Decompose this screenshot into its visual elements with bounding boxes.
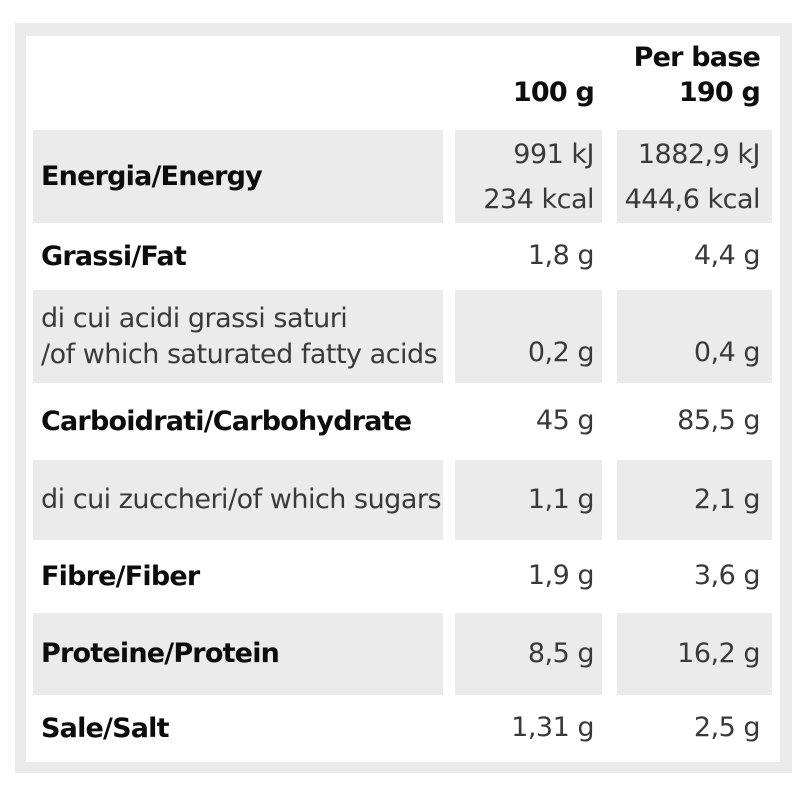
energy-kj-100g: 991 kJ	[513, 138, 594, 170]
table-row-protein: Proteine/Protein 8,5 g 16,2 g	[26, 613, 780, 695]
table-row-fiber: Fibre/Fiber 1,9 g 3,6 g	[26, 540, 780, 613]
nutrient-label: Proteine/Protein	[41, 638, 280, 670]
nutrient-label: Carboidrati/Carbohydrate	[41, 405, 412, 437]
sugars-per-base: 2,1 g	[693, 483, 761, 515]
value-per-base-cell: 2,1 g	[617, 460, 772, 540]
table-row-sugars: di cui zuccheri/of which sugars 1,1 g 2,…	[26, 460, 780, 540]
salt-per-base: 2,5 g	[693, 712, 761, 744]
nutrient-label: Sale/Salt	[41, 712, 170, 744]
value-per-base-cell: 2,5 g	[617, 695, 772, 762]
column-header-per-base: Per base 190 g	[617, 36, 772, 130]
energy-kcal-per-base: 444,6 kcal	[624, 183, 761, 215]
table-row-fat: Grassi/Fat 1,8 g 4,4 g	[26, 223, 780, 290]
nutrient-label-cell: Energia/Energy	[33, 130, 443, 223]
value-100g-cell: 8,5 g	[455, 613, 602, 695]
fiber-100g: 1,9 g	[527, 560, 595, 592]
nutrition-table: 100 g Per base 190 g Energia/Energy 991 …	[26, 36, 780, 762]
saturated-per-base: 0,4 g	[693, 336, 761, 368]
table-row-energy: Energia/Energy 991 kJ 234 kcal 1882,9 kJ…	[26, 130, 780, 223]
nutrient-label: Fibre/Fiber	[41, 560, 200, 592]
fat-per-base: 4,4 g	[693, 240, 761, 272]
protein-per-base: 16,2 g	[677, 637, 760, 669]
column-header-100g-label: 100 g	[512, 77, 595, 108]
nutrient-label-cell: Sale/Salt	[33, 695, 443, 762]
protein-100g: 8,5 g	[527, 637, 595, 669]
energy-kcal-100g: 234 kcal	[483, 183, 594, 215]
nutrient-label: Grassi/Fat	[41, 240, 187, 272]
value-per-base-cell: 3,6 g	[617, 540, 772, 613]
value-per-base-cell: 85,5 g	[617, 383, 772, 460]
column-header-per-base-label: Per base 190 g	[633, 40, 761, 110]
value-100g-cell: 991 kJ 234 kcal	[455, 130, 602, 223]
value-per-base-cell: 4,4 g	[617, 223, 772, 290]
fat-100g: 1,8 g	[527, 240, 595, 272]
value-per-base-cell: 1882,9 kJ 444,6 kcal	[617, 130, 772, 223]
energy-kj-per-base: 1882,9 kJ	[637, 138, 761, 170]
value-per-base-cell: 16,2 g	[617, 613, 772, 695]
value-100g-cell: 1,9 g	[455, 540, 602, 613]
value-100g-cell: 0,2 g	[455, 290, 602, 383]
per-base-line2: 190 g	[678, 77, 761, 108]
value-100g-cell: 1,1 g	[455, 460, 602, 540]
nutrient-label-cell: Grassi/Fat	[33, 223, 443, 290]
carbohydrate-100g: 45 g	[535, 405, 595, 437]
saturated-100g: 0,2 g	[527, 336, 595, 368]
table-header-row: 100 g Per base 190 g	[26, 36, 780, 130]
header-empty-cell	[33, 36, 443, 130]
nutrient-label: Energia/Energy	[41, 160, 263, 192]
table-row-saturated-fat: di cui acidi grassi saturi /of which sat…	[26, 290, 780, 383]
per-base-line1: Per base	[633, 42, 761, 73]
nutrient-label-cell: Proteine/Protein	[33, 613, 443, 695]
nutrient-label-cell: di cui zuccheri/of which sugars	[33, 460, 443, 540]
nutrient-label: di cui acidi grassi saturi /of which sat…	[41, 301, 438, 373]
nutrition-table-frame: 100 g Per base 190 g Energia/Energy 991 …	[15, 23, 792, 773]
value-100g-cell: 1,31 g	[455, 695, 602, 762]
value-100g-cell: 1,8 g	[455, 223, 602, 290]
fiber-per-base: 3,6 g	[693, 560, 761, 592]
nutrient-label-cell: di cui acidi grassi saturi /of which sat…	[33, 290, 443, 383]
saturated-label-line1: di cui acidi grassi saturi	[41, 302, 348, 334]
table-row-salt: Sale/Salt 1,31 g 2,5 g	[26, 695, 780, 762]
value-per-base-cell: 0,4 g	[617, 290, 772, 383]
column-header-100g: 100 g	[455, 36, 602, 130]
nutrient-label-cell: Fibre/Fiber	[33, 540, 443, 613]
nutrient-label: di cui zuccheri/of which sugars	[41, 483, 442, 515]
value-100g-cell: 45 g	[455, 383, 602, 460]
nutrient-label-cell: Carboidrati/Carbohydrate	[33, 383, 443, 460]
sugars-100g: 1,1 g	[527, 483, 595, 515]
salt-100g: 1,31 g	[511, 712, 594, 744]
carbohydrate-per-base: 85,5 g	[677, 405, 760, 437]
table-row-carbohydrate: Carboidrati/Carbohydrate 45 g 85,5 g	[26, 383, 780, 460]
saturated-label-line2: /of which saturated fatty acids	[41, 338, 438, 370]
